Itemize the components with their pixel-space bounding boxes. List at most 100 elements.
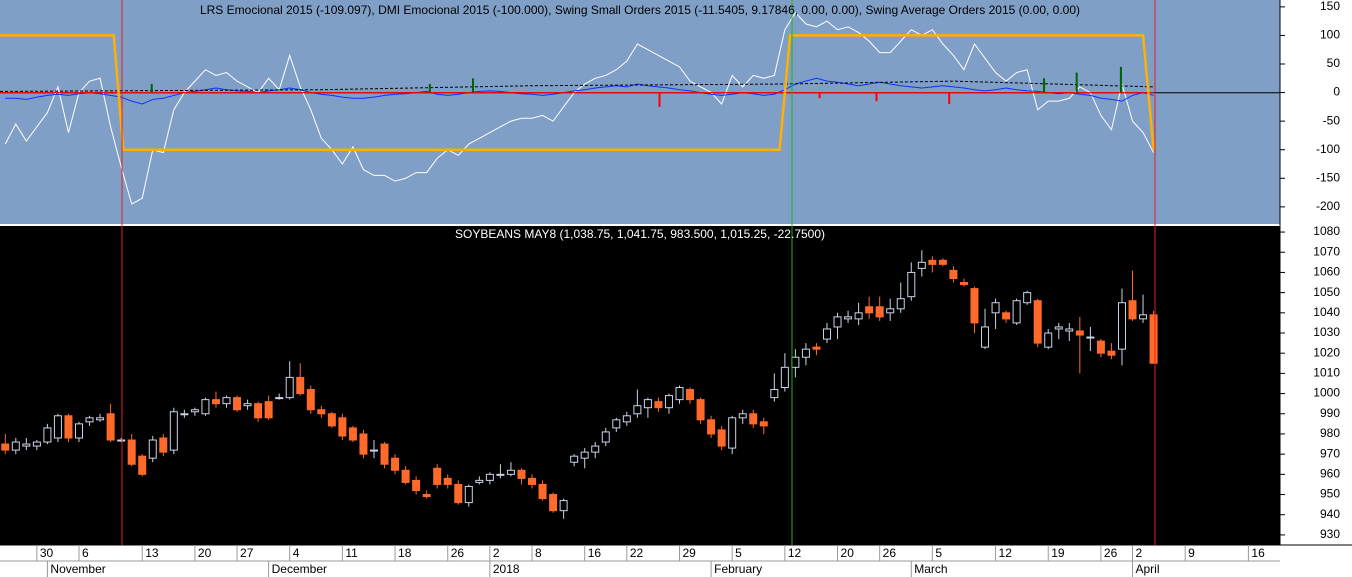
x-tick-label: 11 bbox=[345, 546, 358, 560]
candle-body bbox=[833, 316, 842, 328]
candle-body bbox=[917, 261, 926, 269]
x-tick-label: 29 bbox=[683, 546, 697, 560]
candle-body bbox=[981, 326, 990, 348]
candle-body bbox=[664, 395, 673, 409]
price-panel bbox=[0, 226, 1280, 545]
candle-body bbox=[538, 483, 547, 500]
candle-body bbox=[728, 417, 737, 449]
candle-body bbox=[517, 469, 526, 479]
candle-body bbox=[285, 376, 294, 399]
candle-body bbox=[201, 399, 210, 415]
candle-body bbox=[401, 469, 410, 483]
candle-body bbox=[454, 483, 463, 504]
candle-body bbox=[233, 397, 242, 411]
candle-body bbox=[528, 477, 537, 485]
y-tick-label: 1030 bbox=[1313, 325, 1340, 339]
candle-body bbox=[686, 389, 695, 401]
candle-body bbox=[622, 415, 631, 423]
x-tick-label: 18 bbox=[398, 546, 412, 560]
candle-body bbox=[11, 441, 20, 451]
x-tick-label: 20 bbox=[198, 546, 212, 560]
series-line bbox=[4, 11, 1155, 205]
y-tick-label: -150 bbox=[1316, 170, 1340, 184]
x-tick-label: 22 bbox=[630, 546, 644, 560]
candle-body bbox=[1086, 336, 1095, 339]
x-tick-label: 9 bbox=[1188, 546, 1195, 560]
month-label: April bbox=[1136, 562, 1160, 576]
y-tick-label: 1070 bbox=[1313, 244, 1340, 258]
candle-body bbox=[1012, 300, 1021, 324]
month-label: February bbox=[714, 562, 762, 576]
candle-body bbox=[643, 399, 652, 409]
series-line bbox=[5, 77, 1154, 105]
candle-body bbox=[633, 405, 642, 415]
candle-body bbox=[338, 417, 347, 437]
candle-body bbox=[275, 397, 284, 400]
y-tick-label: 1080 bbox=[1313, 224, 1340, 238]
candle-body bbox=[1023, 292, 1032, 304]
candle-body bbox=[159, 437, 168, 453]
y-tick-label: -100 bbox=[1316, 142, 1340, 156]
candle-body bbox=[1044, 332, 1053, 348]
y-tick-label: 930 bbox=[1320, 527, 1340, 541]
candle-body bbox=[254, 403, 263, 419]
candle-body bbox=[443, 477, 452, 485]
month-label: 2018 bbox=[493, 562, 520, 576]
candle-body bbox=[865, 306, 874, 314]
candle-body bbox=[591, 445, 600, 453]
y-tick-label: 50 bbox=[1327, 56, 1341, 70]
candle-body bbox=[106, 413, 115, 441]
x-tick-label: 12 bbox=[999, 546, 1013, 560]
x-tick-label: 16 bbox=[1251, 546, 1265, 560]
y-tick-label: 1010 bbox=[1313, 366, 1340, 380]
y-tick-label: 980 bbox=[1320, 426, 1340, 440]
x-tick-label: 8 bbox=[535, 546, 542, 560]
candle-body bbox=[1117, 302, 1126, 350]
x-tick-label: 6 bbox=[82, 546, 89, 560]
y-tick-label: 1050 bbox=[1313, 285, 1340, 299]
candle-body bbox=[1, 443, 10, 451]
candle-body bbox=[359, 433, 368, 455]
candle-body bbox=[928, 259, 937, 265]
candle-body bbox=[53, 415, 62, 439]
candle-body bbox=[348, 427, 357, 441]
x-tick-label: 30 bbox=[40, 546, 54, 560]
right-axis bbox=[1280, 0, 1352, 577]
month-label: March bbox=[914, 562, 947, 576]
candle-body bbox=[211, 399, 220, 405]
x-tick-label: 26 bbox=[451, 546, 465, 560]
series-line bbox=[0, 80, 1154, 92]
candle-body bbox=[907, 271, 916, 298]
y-tick-label: 940 bbox=[1320, 507, 1340, 521]
y-tick-label: 1020 bbox=[1313, 345, 1340, 359]
candle-body bbox=[738, 413, 747, 419]
indicator-title: LRS Emocional 2015 (-109.097), DMI Emoci… bbox=[200, 3, 1080, 17]
x-tick-label: 12 bbox=[788, 546, 802, 560]
candle-body bbox=[264, 401, 273, 419]
y-tick-label: 990 bbox=[1320, 406, 1340, 420]
candle-body bbox=[475, 479, 484, 483]
y-tick-label: 1060 bbox=[1313, 265, 1340, 279]
x-tick-label: 27 bbox=[240, 546, 254, 560]
candle-body bbox=[896, 298, 905, 310]
candle-body bbox=[506, 469, 515, 475]
candle-body bbox=[43, 427, 52, 443]
candle-body bbox=[970, 288, 979, 324]
line-layer bbox=[0, 11, 1155, 205]
x-tick-label: 2 bbox=[1136, 546, 1143, 560]
price-title: SOYBEANS MAY8 (1,038.75, 1,041.75, 983.5… bbox=[455, 227, 825, 241]
candle-body bbox=[791, 356, 800, 368]
candle-body bbox=[317, 409, 326, 415]
candle-body bbox=[822, 328, 831, 340]
candle-body bbox=[296, 376, 305, 395]
candle-body bbox=[949, 269, 958, 279]
candle-body bbox=[549, 494, 558, 512]
candle-body bbox=[412, 479, 421, 491]
candle-body bbox=[780, 366, 789, 389]
candle-body bbox=[854, 312, 863, 320]
candle-body bbox=[812, 346, 821, 350]
candle-body bbox=[496, 473, 505, 476]
candle-body bbox=[369, 449, 378, 452]
candle-body bbox=[1033, 300, 1042, 344]
